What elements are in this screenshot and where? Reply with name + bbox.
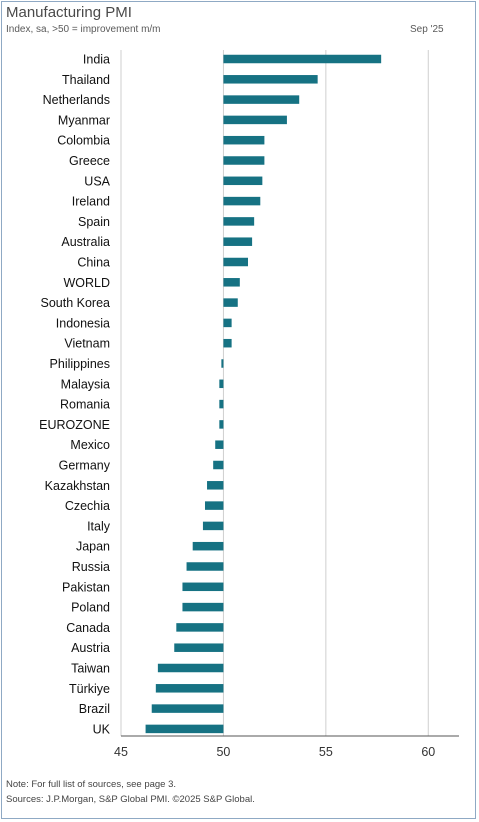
bar-netherlands: [223, 95, 300, 104]
category-label: Vietnam: [64, 337, 110, 351]
bar-australia: [223, 237, 253, 246]
category-label: Austria: [71, 641, 110, 655]
bar-russia: [186, 562, 224, 571]
bar-romania: [219, 399, 224, 409]
bar-taiwan: [157, 663, 224, 673]
x-tick-label: 50: [216, 745, 230, 759]
bar-south-korea: [223, 298, 238, 307]
bar-italy: [202, 521, 224, 531]
category-label: Colombia: [57, 134, 110, 148]
category-label: UK: [93, 722, 111, 736]
chart-title: Manufacturing PMI: [6, 4, 132, 21]
category-label: Malaysia: [61, 377, 110, 391]
category-label: Thailand: [62, 73, 110, 87]
bar-india: [223, 54, 382, 64]
category-label: Italy: [87, 519, 111, 533]
category-label: India: [83, 53, 110, 67]
bar-world: [223, 278, 240, 287]
bar-vietnam: [223, 338, 232, 348]
bar-uk: [145, 724, 224, 734]
category-label: Pakistan: [62, 580, 110, 594]
category-label: Spain: [78, 215, 110, 229]
category-label: Ireland: [72, 195, 110, 209]
category-label: Canada: [66, 621, 110, 635]
bar-pakistan: [182, 582, 224, 592]
chart-date: Sep '25: [410, 24, 444, 35]
chart-subtitle: Index, sa, >50 = improvement m/m: [6, 24, 161, 35]
bar-myanmar: [223, 115, 287, 125]
category-label: South Korea: [41, 296, 111, 310]
bar-ireland: [223, 196, 261, 206]
bar-canada: [176, 623, 224, 632]
bar-spain: [223, 217, 255, 226]
footnote-sources: Sources: J.P.Morgan, S&P Global PMI. ©20…: [6, 794, 255, 805]
category-label: Czechia: [65, 499, 110, 513]
category-label: Greece: [69, 154, 110, 168]
category-label: USA: [84, 174, 110, 188]
bar-japan: [192, 541, 224, 551]
category-label: Japan: [76, 540, 110, 554]
bar-austria: [174, 643, 224, 652]
category-label: Taiwan: [71, 662, 110, 676]
x-tick-label: 45: [114, 745, 128, 759]
bar-czechia: [204, 501, 224, 510]
category-label: Romania: [60, 398, 110, 412]
bar-colombia: [223, 135, 265, 145]
category-label: WORLD: [63, 276, 110, 290]
category-label: Poland: [71, 601, 110, 615]
category-label: Russia: [72, 560, 110, 574]
bar-usa: [223, 176, 263, 186]
bar-thailand: [223, 75, 318, 84]
category-label: Australia: [61, 235, 110, 249]
category-label: Mexico: [70, 438, 110, 452]
category-label: Indonesia: [56, 316, 110, 330]
category-label: Netherlands: [43, 93, 110, 107]
category-label: Germany: [59, 459, 111, 473]
category-label: Brazil: [79, 702, 110, 716]
category-label: EUROZONE: [39, 418, 110, 432]
bar-t-rkiye: [155, 684, 224, 693]
bar-mexico: [215, 440, 224, 449]
bar-germany: [213, 460, 224, 470]
category-label: Türkiye: [69, 682, 110, 696]
bar-kazakhstan: [207, 481, 224, 490]
bar-greece: [223, 156, 265, 165]
bar-china: [223, 257, 249, 267]
bar-malaysia: [219, 379, 224, 389]
category-label: Philippines: [50, 357, 110, 371]
x-tick-label: 60: [421, 745, 435, 759]
category-label: Myanmar: [58, 113, 110, 127]
bar-indonesia: [223, 318, 232, 328]
bar-philippines: [221, 359, 224, 368]
category-label: China: [77, 256, 110, 270]
category-label: Kazakhstan: [45, 479, 110, 493]
bar-brazil: [151, 704, 224, 713]
bar-poland: [182, 602, 224, 612]
bar-eurozone: [219, 420, 224, 429]
footnote-note: Note: For full list of sources, see page…: [6, 779, 177, 790]
x-tick-label: 55: [319, 745, 333, 759]
